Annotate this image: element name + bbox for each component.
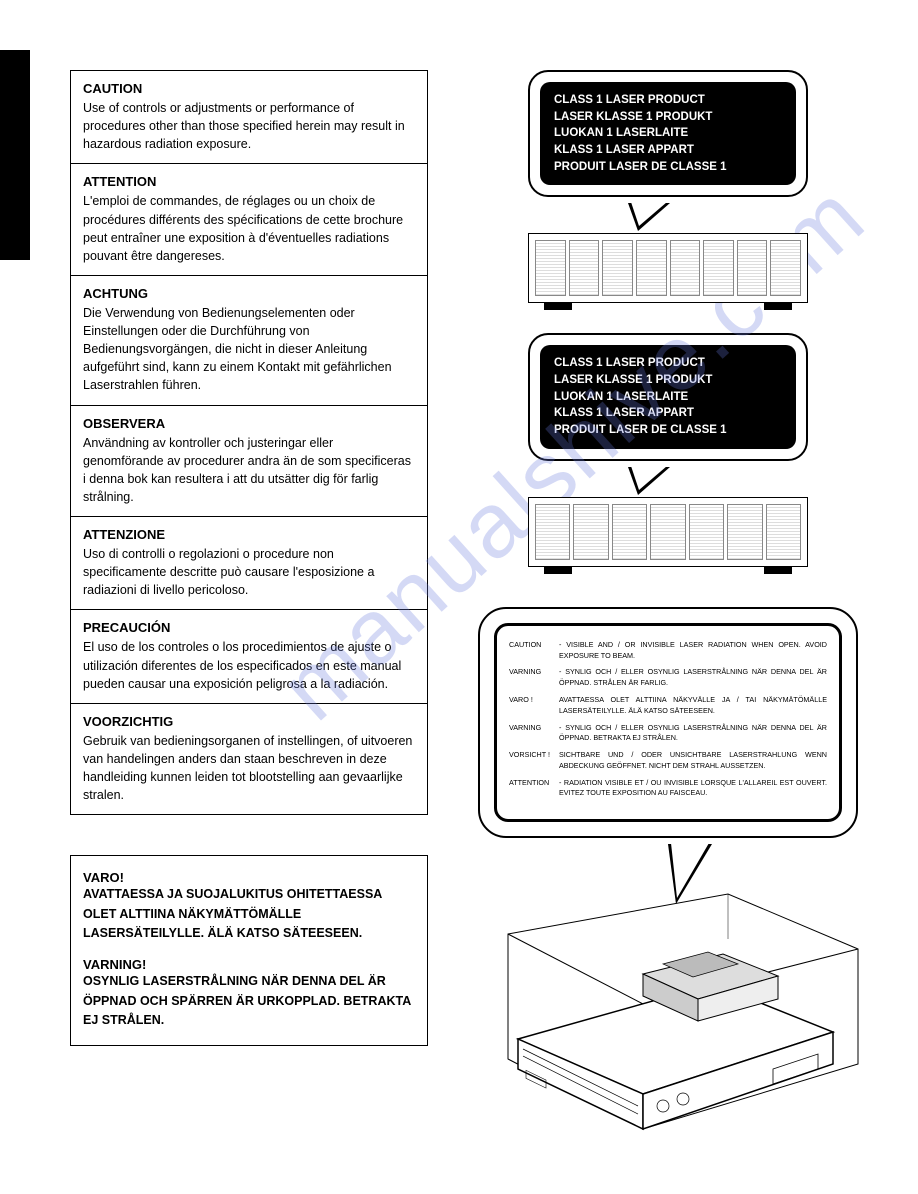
warning-section: VOORZICHTIG Gebruik van bedieningsorganen… bbox=[71, 704, 427, 815]
radiation-row-text: SICHTBARE UND / ODER UNSICHTBARE LASERST… bbox=[559, 750, 827, 772]
radiation-row: VORSICHT !SICHTBARE UND / ODER UNSICHTBA… bbox=[509, 750, 827, 772]
device-isometric-view bbox=[468, 884, 868, 1154]
warning-body: Die Verwendung von Bedienungselementen o… bbox=[83, 304, 415, 395]
warning-section: PRECAUCIÓN El uso de los controles o los … bbox=[71, 610, 427, 703]
laser-label-line: PRODUIT LASER DE CLASSE 1 bbox=[554, 159, 782, 176]
radiation-warning-label: CAUTION- VISIBLE AND / OR INVISIBLE LASE… bbox=[478, 607, 858, 839]
varo-title: VARO! bbox=[83, 870, 415, 885]
varo-body: AVATTAESSA JA SUOJALUKITUS OHITETTAESSA … bbox=[83, 885, 415, 943]
laser-label-line: KLASS 1 LASER APPART bbox=[554, 142, 782, 159]
radiation-row: VARNING- SYNLIG OCH / ELLER OSYNLIG LASE… bbox=[509, 723, 827, 745]
laser-label-line: LUOKAN 1 LASERLAITE bbox=[554, 389, 782, 406]
varo-body: OSYNLIG LASERSTRÅLNING NÄR DENNA DEL ÄR … bbox=[83, 972, 415, 1030]
radiation-row-label: VARNING bbox=[509, 667, 559, 689]
warning-section: ACHTUNG Die Verwendung von Bedienungselem… bbox=[71, 276, 427, 406]
warning-title: VOORZICHTIG bbox=[83, 714, 415, 729]
laser-class-label-2: CLASS 1 LASER PRODUCTLASER KLASSE 1 PROD… bbox=[528, 333, 808, 460]
callout-pointer-2 bbox=[628, 467, 670, 495]
laser-label-line: LASER KLASSE 1 PRODUKT bbox=[554, 372, 782, 389]
laser-label-line: CLASS 1 LASER PRODUCT bbox=[554, 92, 782, 109]
radiation-row: VARNING- SYNLIG OCH / ELLER OSYNLIG LASE… bbox=[509, 667, 827, 689]
laser-class-label-1: CLASS 1 LASER PRODUCTLASER KLASSE 1 PROD… bbox=[528, 70, 808, 197]
warning-title: CAUTION bbox=[83, 81, 415, 96]
laser-label-line: LUOKAN 1 LASERLAITE bbox=[554, 125, 782, 142]
laser-label-line: PRODUIT LASER DE CLASSE 1 bbox=[554, 422, 782, 439]
warning-section: ATTENTION L'emploi de commandes, de régla… bbox=[71, 164, 427, 276]
warning-body: El uso de los controles o los procedimie… bbox=[83, 638, 415, 692]
warning-section: OBSERVERA Användning av kontroller och ju… bbox=[71, 406, 427, 518]
warning-title: ACHTUNG bbox=[83, 286, 415, 301]
page-edge-tab bbox=[0, 50, 30, 260]
warning-title: PRECAUCIÓN bbox=[83, 620, 415, 635]
radiation-row-label: VORSICHT ! bbox=[509, 750, 559, 772]
radiation-row-text: - VISIBLE AND / OR INVISIBLE LASER RADIA… bbox=[559, 640, 827, 662]
nordic-laser-warning-box: VARO!AVATTAESSA JA SUOJALUKITUS OHITETTA… bbox=[70, 855, 428, 1045]
multilingual-caution-box: CAUTION Use of controls or adjustments or… bbox=[70, 70, 428, 815]
device-rear-panel-1 bbox=[528, 233, 808, 303]
warning-section: CAUTION Use of controls or adjustments or… bbox=[71, 71, 427, 164]
warning-body: Användning av kontroller och justeringar… bbox=[83, 434, 415, 507]
warning-title: ATTENTION bbox=[83, 174, 415, 189]
radiation-row-label: VARO ! bbox=[509, 695, 559, 717]
radiation-row-text: - SYNLIG OCH / ELLER OSYNLIG LASERSTRÅLN… bbox=[559, 723, 827, 745]
warning-title: ATTENZIONE bbox=[83, 527, 415, 542]
radiation-row-label: CAUTION bbox=[509, 640, 559, 662]
warning-body: Gebruik van bedieningsorganen of instell… bbox=[83, 732, 415, 805]
laser-label-line: LASER KLASSE 1 PRODUKT bbox=[554, 109, 782, 126]
varo-title: VARNING! bbox=[83, 957, 415, 972]
warning-title: OBSERVERA bbox=[83, 416, 415, 431]
radiation-row-label: VARNING bbox=[509, 723, 559, 745]
right-column: CLASS 1 LASER PRODUCTLASER KLASSE 1 PROD… bbox=[458, 70, 878, 1154]
warning-body: Use of controls or adjustments or perfor… bbox=[83, 99, 415, 153]
radiation-row-text: AVATTAESSA OLET ALTTIINA NÄKYVÄLLE JA / … bbox=[559, 695, 827, 717]
page-content: CAUTION Use of controls or adjustments or… bbox=[0, 0, 918, 1194]
radiation-row: CAUTION- VISIBLE AND / OR INVISIBLE LASE… bbox=[509, 640, 827, 662]
radiation-row-label: ATTENTION bbox=[509, 778, 559, 800]
radiation-row-text: - RADIATION VISIBLE ET / OU INVISIBLE LO… bbox=[559, 778, 827, 800]
radiation-row-text: - SYNLIG OCH / ELLER OSYNLIG LASERSTRÅLN… bbox=[559, 667, 827, 689]
laser-label-line: CLASS 1 LASER PRODUCT bbox=[554, 355, 782, 372]
laser-label-line: KLASS 1 LASER APPART bbox=[554, 405, 782, 422]
left-column: CAUTION Use of controls or adjustments or… bbox=[70, 70, 428, 1154]
radiation-row: VARO !AVATTAESSA OLET ALTTIINA NÄKYVÄLLE… bbox=[509, 695, 827, 717]
callout-pointer-1 bbox=[628, 203, 670, 231]
radiation-row: ATTENTION- RADIATION VISIBLE ET / OU INV… bbox=[509, 778, 827, 800]
device-rear-panel-2 bbox=[528, 497, 808, 567]
warning-body: Uso di controlli o regolazioni o procedu… bbox=[83, 545, 415, 599]
warning-section: ATTENZIONE Uso di controlli o regolazioni… bbox=[71, 517, 427, 610]
warning-body: L'emploi de commandes, de réglages ou un… bbox=[83, 192, 415, 265]
